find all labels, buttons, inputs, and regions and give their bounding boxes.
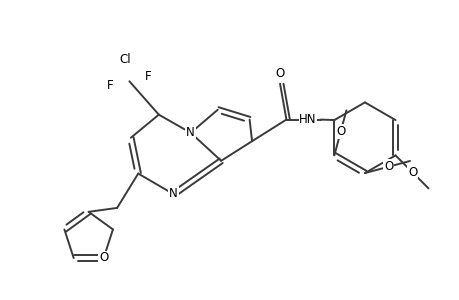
Text: N: N <box>186 126 195 139</box>
Text: N: N <box>169 187 178 200</box>
Text: O: O <box>275 67 284 80</box>
Text: F: F <box>145 70 151 83</box>
Text: O: O <box>408 166 417 179</box>
Text: Cl: Cl <box>119 52 131 66</box>
Text: HN: HN <box>299 113 316 126</box>
Text: F: F <box>107 79 113 92</box>
Text: O: O <box>383 160 392 173</box>
Text: O: O <box>99 251 108 265</box>
Text: O: O <box>336 125 345 138</box>
